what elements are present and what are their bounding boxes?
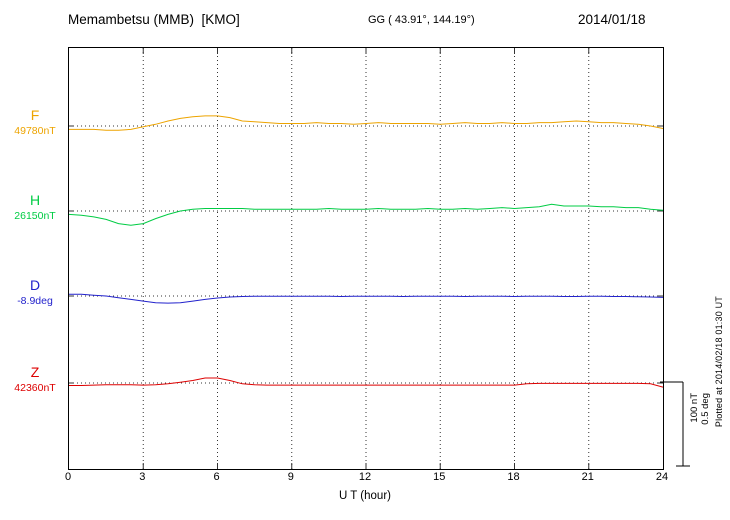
magnetogram-traces — [69, 48, 663, 469]
series-label-group-D: D -8.9deg — [2, 278, 68, 307]
scale-label-nt: 100 nT — [689, 393, 700, 423]
series-label-group-Z: Z 42360nT — [2, 365, 68, 394]
x-tick-label: 6 — [213, 471, 220, 483]
scale-bar — [660, 381, 690, 467]
plot-date: 2014/01/18 — [578, 12, 646, 27]
series-baseline-Z: 42360nT — [14, 382, 56, 394]
x-tick-label: 21 — [581, 471, 594, 483]
series-letter-Z: Z — [30, 364, 40, 380]
series-label-group-F: F 49780nT — [2, 108, 68, 137]
series-letter-D: D — [29, 277, 41, 293]
series-letter-H: H — [29, 192, 41, 208]
series-label-group-H: H 26150nT — [2, 193, 68, 222]
station-title: Memambetsu (MMB) [KMO] — [68, 12, 240, 27]
x-tick-label: 0 — [64, 471, 72, 483]
plot-area — [68, 47, 664, 470]
series-letter-F: F — [30, 107, 40, 123]
scale-label-deg: 0.5 deg — [700, 393, 711, 425]
x-tick-label: 15 — [433, 471, 446, 483]
series-baseline-H: 26150nT — [14, 210, 56, 222]
x-tick-label: 24 — [655, 471, 669, 483]
x-tick-label: 3 — [139, 471, 146, 483]
x-tick-label: 18 — [507, 471, 520, 483]
x-axis-title: U T (hour) — [339, 490, 391, 502]
x-tick-label: 9 — [287, 471, 294, 483]
plotted-at-note: Plotted at 2014/02/18 01:30 UT — [714, 296, 724, 428]
geographic-coordinates: GG ( 43.91°, 144.19°) — [368, 14, 475, 26]
series-baseline-D: -8.9deg — [17, 295, 53, 307]
series-baseline-F: 49780nT — [14, 125, 56, 137]
x-tick-label: 12 — [358, 471, 372, 483]
